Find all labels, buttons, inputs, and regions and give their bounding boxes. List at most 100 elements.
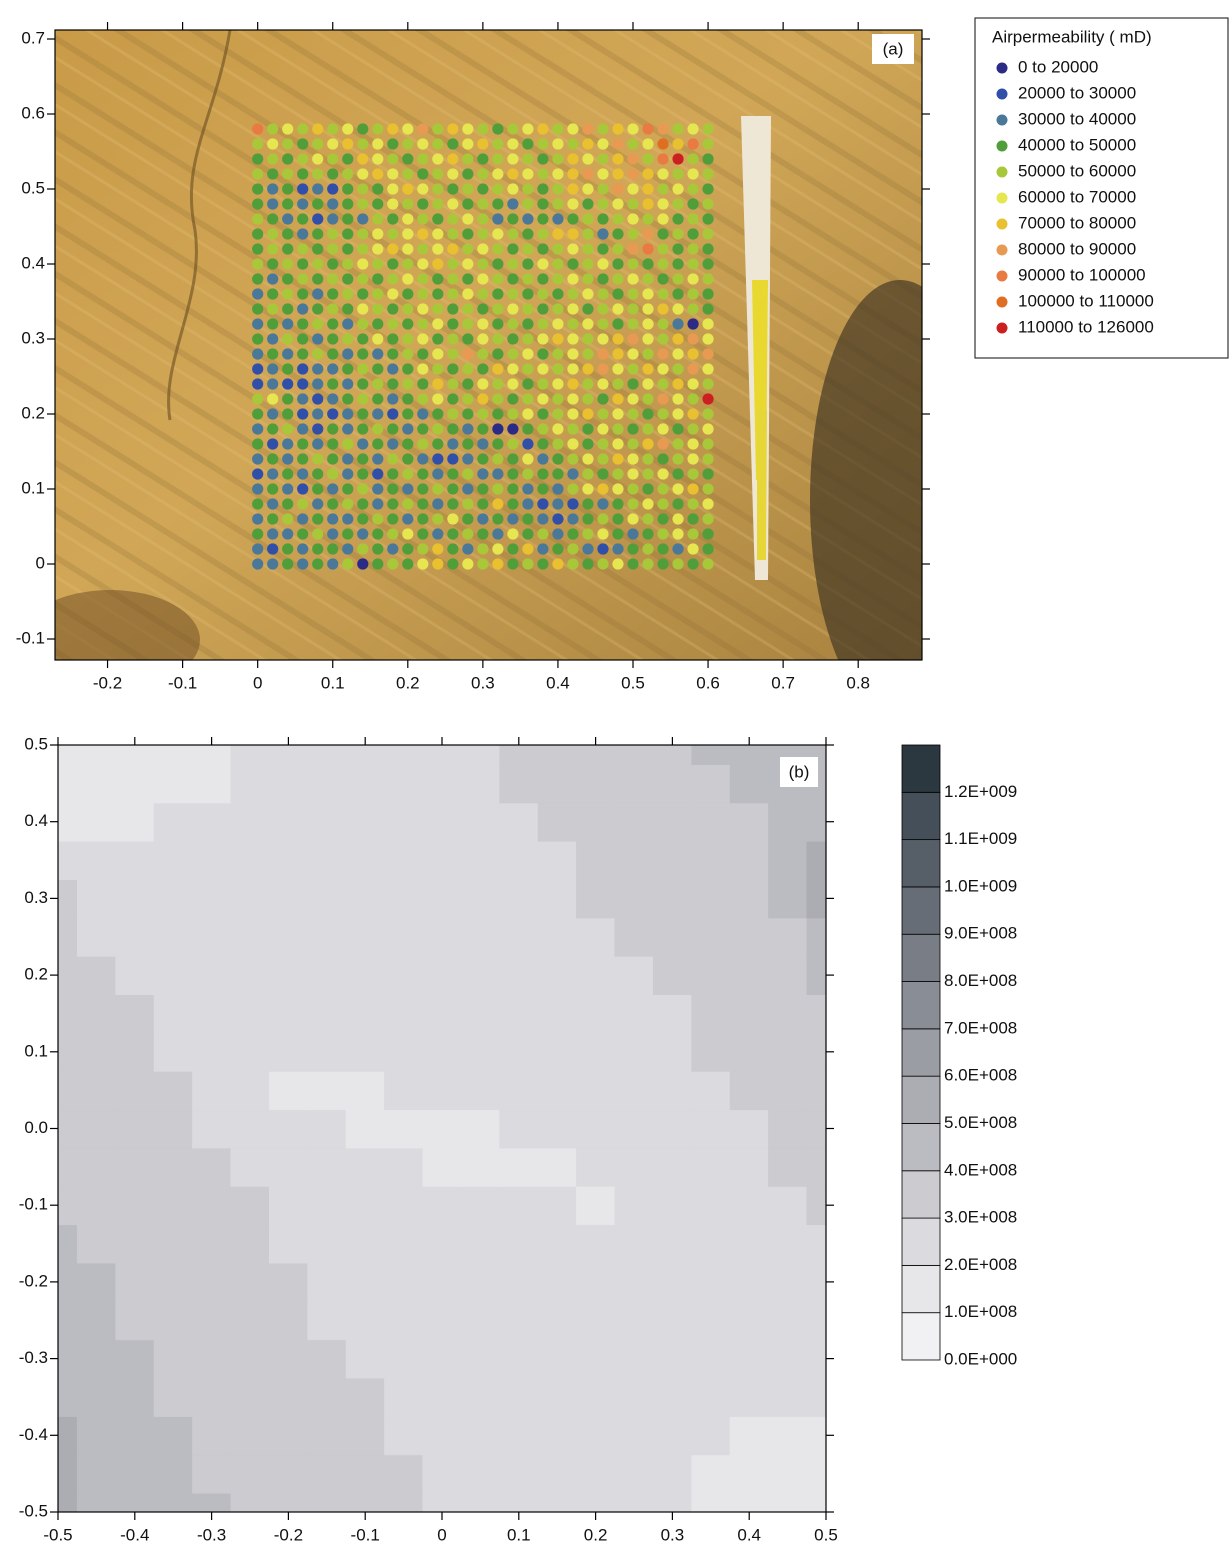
data-point (447, 363, 458, 374)
data-point (267, 228, 278, 239)
data-point (252, 153, 263, 164)
data-point (432, 333, 443, 344)
data-point (402, 243, 413, 254)
data-point (552, 423, 563, 434)
data-point (492, 333, 503, 344)
legend-label: 70000 to 80000 (1018, 213, 1136, 232)
data-point (267, 363, 278, 374)
data-point (342, 543, 353, 554)
data-point (342, 378, 353, 389)
y-tick-label: -0.2 (19, 1271, 48, 1290)
data-point (597, 213, 608, 224)
contour-cell (730, 1416, 769, 1455)
data-point (477, 153, 488, 164)
data-point (417, 363, 428, 374)
data-point (507, 378, 518, 389)
data-point (642, 378, 653, 389)
data-point (402, 138, 413, 149)
data-point (342, 288, 353, 299)
data-point (312, 168, 323, 179)
data-point (657, 303, 668, 314)
data-point (327, 378, 338, 389)
data-point (507, 243, 518, 254)
contour-cell (77, 1263, 116, 1302)
data-point (627, 438, 638, 449)
data-point (597, 228, 608, 239)
contour-cell (615, 1148, 654, 1187)
data-point (627, 213, 638, 224)
data-point (462, 288, 473, 299)
contour-cell (538, 1033, 577, 1072)
contour-cell (269, 1263, 308, 1302)
contour-cell (116, 956, 155, 995)
y-tick-label: 0.4 (24, 811, 48, 830)
data-point (657, 378, 668, 389)
data-point (492, 558, 503, 569)
data-point (282, 363, 293, 374)
data-point (432, 453, 443, 464)
contour-cell (653, 1454, 692, 1493)
contour-cell (192, 841, 231, 880)
data-point (282, 528, 293, 539)
data-point (447, 558, 458, 569)
contour-cell (423, 1071, 462, 1110)
data-point (492, 213, 503, 224)
data-point (552, 183, 563, 194)
data-point (537, 273, 548, 284)
data-point (702, 123, 713, 134)
data-point (417, 378, 428, 389)
contour-cell (692, 879, 731, 918)
contour-cell (77, 1378, 116, 1417)
data-point (522, 228, 533, 239)
contour-cell (653, 841, 692, 880)
y-tick-label: -0.1 (16, 628, 45, 647)
data-point (477, 378, 488, 389)
data-point (702, 408, 713, 419)
data-point (492, 528, 503, 539)
legend-label: 50000 to 60000 (1018, 161, 1136, 180)
data-point (342, 528, 353, 539)
data-point (582, 303, 593, 314)
data-point (687, 243, 698, 254)
data-point (492, 408, 503, 419)
data-point (387, 543, 398, 554)
contour-cell (653, 1109, 692, 1148)
data-point (282, 288, 293, 299)
data-point (282, 243, 293, 254)
data-point (522, 258, 533, 269)
data-point (687, 153, 698, 164)
data-point (642, 228, 653, 239)
data-point (627, 483, 638, 494)
data-point (477, 558, 488, 569)
data-point (462, 498, 473, 509)
y-tick-label: -0.3 (19, 1348, 48, 1367)
data-point (522, 393, 533, 404)
data-point (702, 543, 713, 554)
data-point (642, 288, 653, 299)
contour-cell (423, 1109, 462, 1148)
contour-cell (154, 1071, 193, 1110)
data-point (702, 213, 713, 224)
data-point (297, 273, 308, 284)
contour-cell (77, 1109, 116, 1148)
contour-cell (500, 1071, 539, 1110)
data-point (612, 513, 623, 524)
data-point (642, 408, 653, 419)
data-point (432, 513, 443, 524)
data-point (357, 528, 368, 539)
data-point (537, 123, 548, 134)
data-point (477, 288, 488, 299)
data-point (417, 243, 428, 254)
contour-cell (461, 1454, 500, 1493)
contour-cell (538, 841, 577, 880)
contour-cell (308, 1071, 347, 1110)
data-point (267, 408, 278, 419)
data-point (387, 243, 398, 254)
data-point (447, 378, 458, 389)
data-point (432, 303, 443, 314)
data-point (642, 198, 653, 209)
data-point (642, 483, 653, 494)
contour-cell (423, 918, 462, 957)
contour-cell (653, 994, 692, 1033)
data-point (297, 438, 308, 449)
